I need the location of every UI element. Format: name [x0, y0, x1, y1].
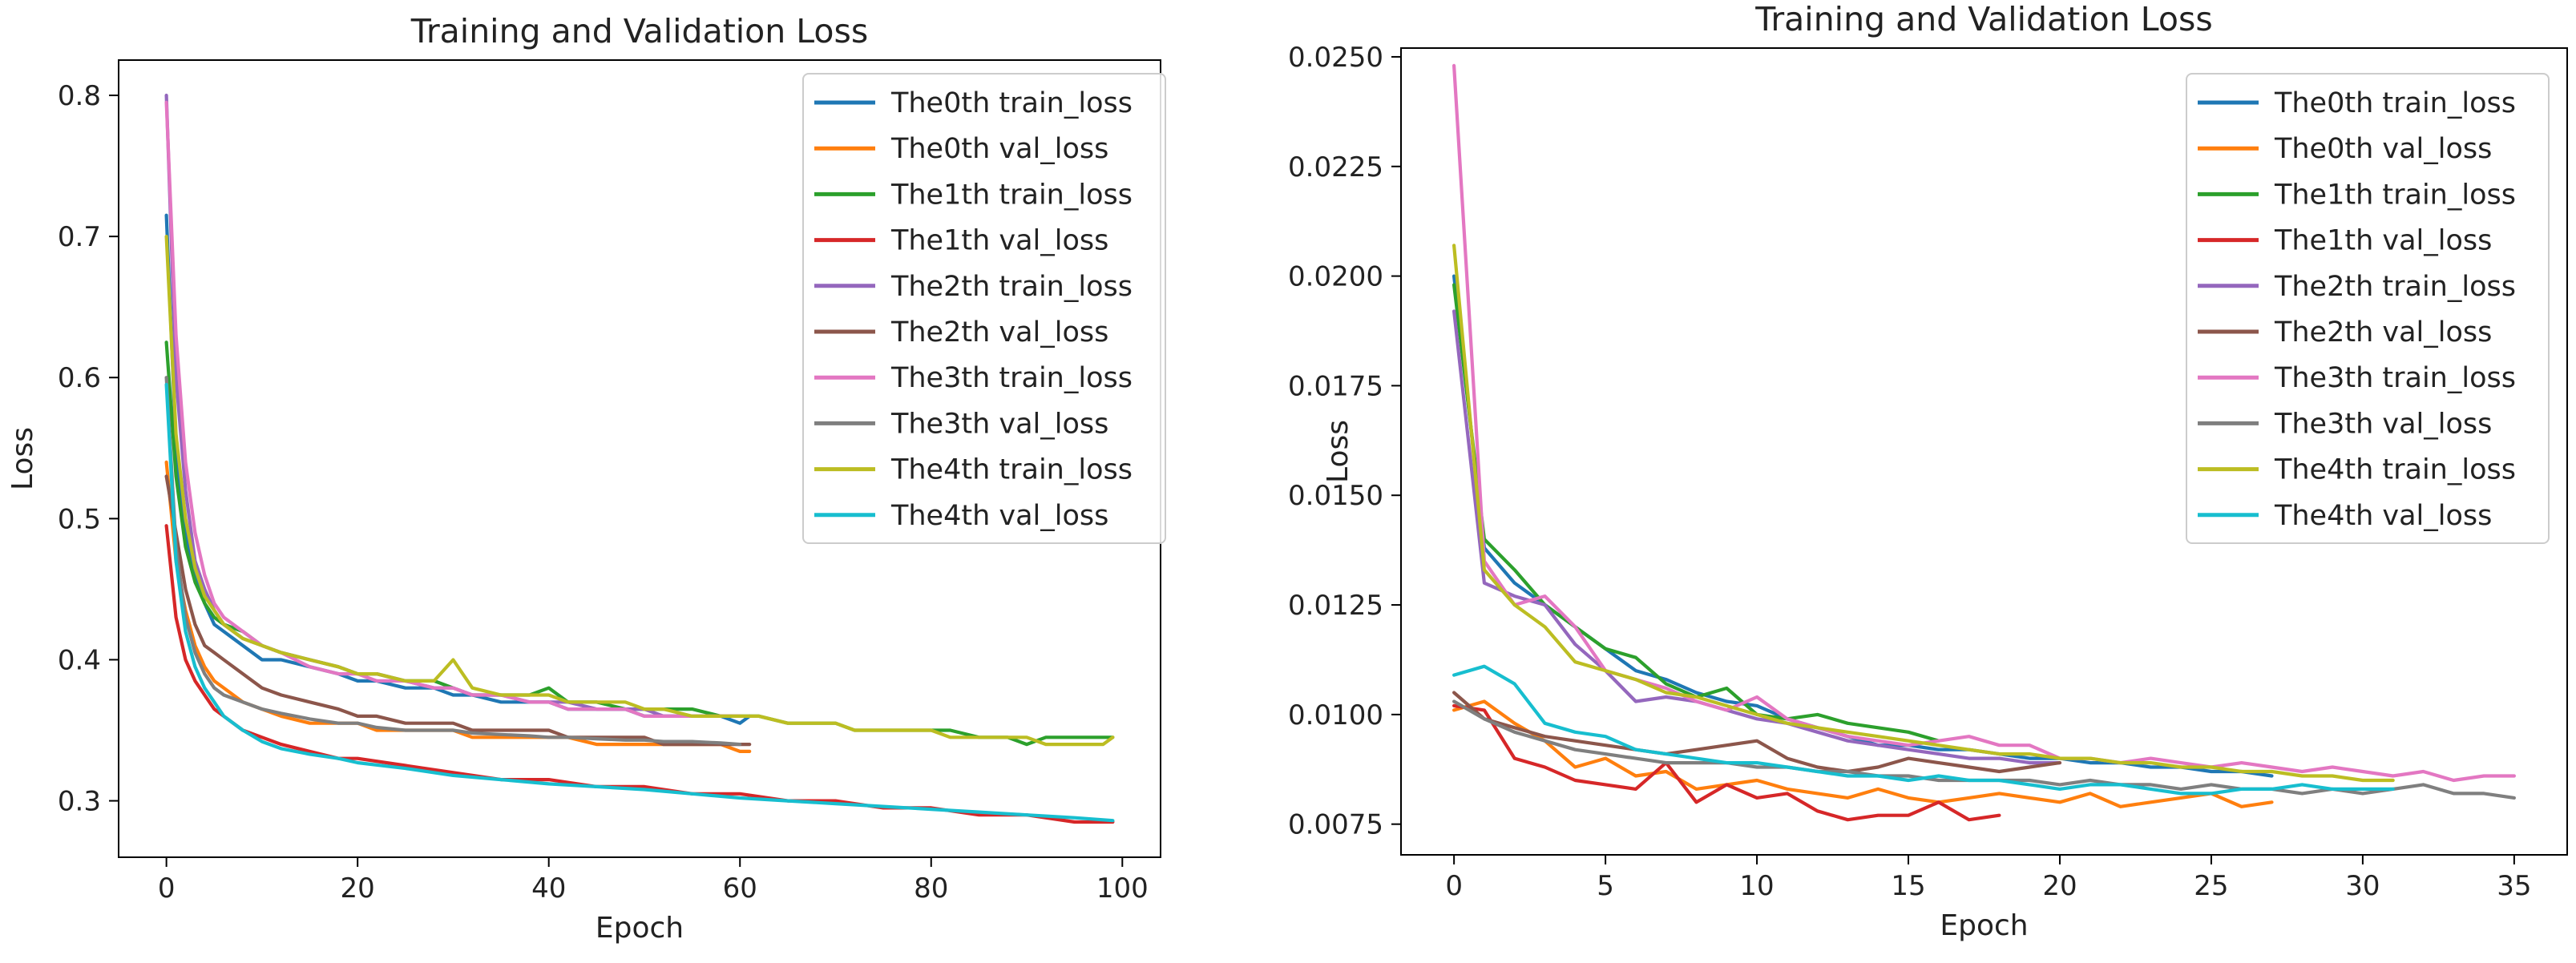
chart-title: Training and Validation Loss [1754, 0, 2212, 38]
legend-label: The0th val_loss [2274, 133, 2492, 165]
legend-label: The4th val_loss [2274, 500, 2492, 532]
x-tick-label: 25 [2194, 870, 2228, 902]
legend-label: The1th val_loss [890, 225, 1108, 257]
legend-label: The3th train_loss [2274, 362, 2516, 394]
legend-label: The3th val_loss [2274, 408, 2492, 440]
legend-box [2186, 73, 2550, 544]
legend: The0th train_loss The0th val_loss The1th t… [802, 73, 1166, 544]
series-line-the4th-val-loss [164, 382, 1115, 823]
x-axis-label: Epoch [1940, 909, 2028, 942]
y-tick-label: 0.5 [58, 503, 101, 535]
series-line-the0th-val-loss [1452, 699, 2274, 808]
series-line-the4th-val-loss [1452, 664, 2395, 796]
chart-left: 0 20 40 60 80 100 0.3 0.4 0.5 0.6 0.7 0.8 Training a… [6, 12, 1166, 945]
legend-label: The4th val_loss [890, 500, 1108, 532]
legend-label: The3th val_loss [890, 408, 1108, 440]
x-tick-label: 100 [1096, 872, 1149, 905]
series-line-the2th-train-loss [1452, 309, 2062, 765]
legend-label: The0th val_loss [890, 133, 1108, 165]
series-line-the1th-val-loss [164, 524, 1115, 824]
legend-box [802, 73, 1166, 544]
series-line-the4th-train-loss [164, 235, 1115, 747]
legend-label: The1th train_loss [2274, 179, 2516, 211]
legend-label: The4th train_loss [2274, 454, 2516, 486]
y-tick-label: 0.0225 [1288, 151, 1383, 183]
chart-title: Training and Validation Loss [410, 12, 868, 50]
series-line-the0th-train-loss [164, 213, 752, 725]
legend-label: The2th train_loss [2274, 271, 2516, 303]
x-tick-label: 10 [1739, 870, 1774, 902]
series-line-the2th-val-loss [164, 474, 752, 747]
legend-label: The1th train_loss [890, 179, 1133, 211]
y-tick-label: 0.0075 [1288, 809, 1383, 841]
x-tick-label: 35 [2497, 870, 2531, 902]
series-line-the3th-val-loss [1452, 699, 2516, 800]
y-tick-label: 0.0100 [1288, 699, 1383, 731]
series-line-the2th-val-loss [1452, 691, 2062, 774]
y-tick-label: 0.3 [58, 786, 101, 818]
y-tick-label: 0.6 [58, 362, 101, 394]
x-tick-label: 60 [723, 872, 757, 905]
legend-label: The1th val_loss [2274, 225, 2492, 257]
legend-label: The4th train_loss [890, 454, 1133, 486]
y-tick-label: 0.0250 [1288, 42, 1383, 74]
legend-label: The2th train_loss [890, 271, 1133, 303]
x-tick-label: 80 [914, 872, 948, 905]
legend-label: The2th val_loss [890, 316, 1108, 349]
x-axis-label: Epoch [596, 912, 684, 945]
x-tick-label: 40 [531, 872, 566, 905]
legend-label: The0th train_loss [890, 87, 1133, 119]
legend: The0th train_loss The0th val_loss The1th t… [2186, 73, 2550, 544]
chart-right: 0 5 10 15 20 25 30 35 0.0075 0.0100 0.0125 0.0150 0.… [1288, 0, 2568, 942]
series-line-the1th-train-loss [1452, 283, 1940, 743]
series-line-the3th-train-loss [164, 100, 742, 719]
y-tick-label: 0.0175 [1288, 370, 1383, 402]
legend-label: The0th train_loss [2274, 87, 2516, 119]
series-line-the3th-val-loss [164, 376, 742, 747]
x-tick-label: 30 [2345, 870, 2380, 902]
x-tick-label: 0 [158, 872, 176, 905]
series-line-the4th-train-loss [1452, 244, 2395, 783]
legend-label: The3th train_loss [890, 362, 1133, 394]
plot-area [164, 93, 1115, 824]
x-tick-label: 20 [2042, 870, 2077, 902]
axes-frame [1400, 47, 2568, 856]
x-tick-label: 5 [1597, 870, 1614, 902]
series-line-the1th-val-loss [1452, 703, 2001, 822]
y-tick-label: 0.0125 [1288, 590, 1383, 622]
plot-area [1452, 63, 2516, 822]
y-tick-label: 0.8 [58, 80, 101, 112]
y-tick-label: 0.0200 [1288, 261, 1383, 293]
x-tick-label: 20 [341, 872, 375, 905]
y-tick-label: 0.7 [58, 221, 101, 253]
y-axis-label: Loss [6, 427, 39, 490]
y-tick-label: 0.4 [58, 644, 101, 676]
series-line-the2th-train-loss [164, 93, 742, 719]
y-tick-label: 0.0150 [1288, 480, 1383, 512]
x-tick-label: 0 [1445, 870, 1463, 902]
y-axis-label: Loss [1322, 420, 1355, 483]
x-tick-label: 15 [1891, 870, 1925, 902]
series-line-the0th-train-loss [1452, 274, 2274, 778]
legend-label: The2th val_loss [2274, 316, 2492, 349]
